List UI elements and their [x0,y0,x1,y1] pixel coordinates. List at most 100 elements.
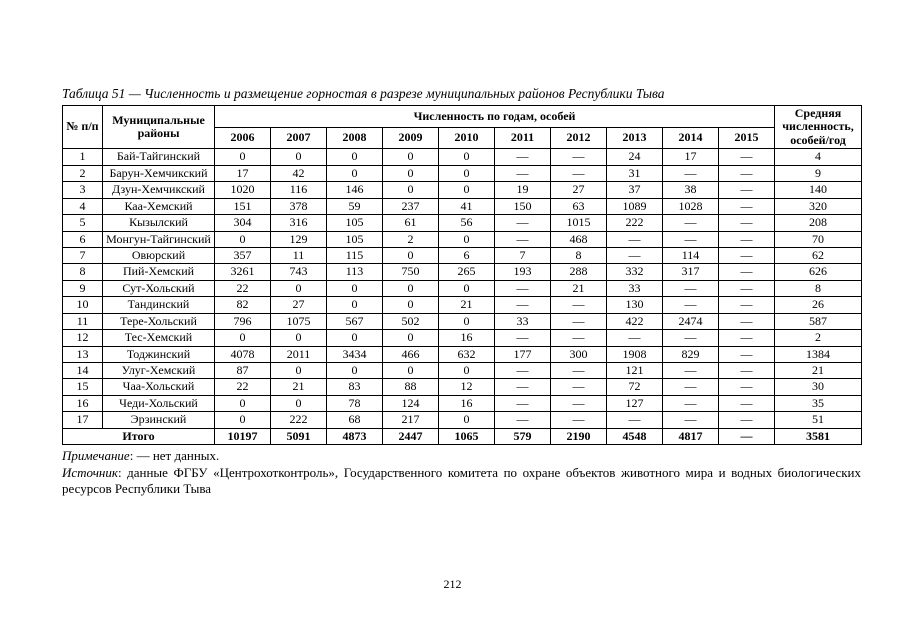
cell-year-value: 113 [326,263,383,281]
cell-row-number: 4 [62,197,103,216]
cell-total-year-value: — [718,427,775,446]
cell-average-value: 208 [774,214,862,232]
cell-year-value: — [718,214,775,232]
cell-year-value: 222 [270,411,327,429]
cell-row-number: 14 [62,361,103,380]
cell-total-year-value: 1065 [438,427,495,446]
cell-year-value: — [718,394,775,413]
cell-year-value: 19 [494,181,551,199]
col-header-year: 2014 [662,126,719,150]
cell-district-name: Тере-Хольский [102,312,215,331]
cell-year-value: 16 [438,329,495,347]
table-row: 7 Овюрский 357 11 115 0 6 7 8—114—62 [62,246,862,265]
cell-district-name: Улуг-Хемский [102,361,215,380]
cell-year-value: 466 [382,345,439,364]
cell-average-value: 26 [774,296,862,314]
document-content: Таблица 51 — Численность и размещение го… [62,86,862,498]
cell-year-value: 27 [550,181,607,199]
cell-year-value: 0 [382,279,439,298]
cell-year-value: 4078 [214,345,271,364]
cell-year-value: — [494,164,551,183]
cell-year-value: — [718,296,775,314]
table-row: 15 Чаа-Хольский 22 21 83 88 12— —72— —30 [62,378,862,396]
table-row: 2 Барун-Хемчикский 17 42 0 0 0— —31— —9 [62,164,862,183]
cell-year-value: 1075 [270,312,327,331]
cell-year-value: 1028 [662,197,719,216]
cell-year-value: 72 [606,378,663,396]
cell-year-value: 743 [270,263,327,281]
header-row-groups: № п/п Муниципальные районы Численность п… [62,104,862,150]
cell-year-value: 750 [382,263,439,281]
col-header-year: 2010 [438,126,495,150]
cell-year-value: 21 [438,296,495,314]
cell-year-value: 0 [326,296,383,314]
cell-year-value: 33 [494,312,551,331]
cell-year-value: — [718,148,775,166]
table-row: 17 Эрзинский 0 222 68 217 0— — — — —51 [62,411,862,429]
cell-year-value: 357 [214,246,271,265]
cell-total-year-value: 10197 [214,427,271,446]
cell-year-value: 332 [606,263,663,281]
cell-year-value: 129 [270,230,327,248]
cell-year-value: 0 [382,181,439,199]
cell-year-value: 7 [494,246,551,265]
cell-year-value: — [662,279,719,298]
population-table: № п/п Муниципальные районы Численность п… [62,104,862,446]
cell-year-value: 124 [382,394,439,413]
cell-district-name: Чеди-Хольский [102,394,215,413]
cell-average-value: 2 [774,329,862,347]
cell-year-value: 217 [382,411,439,429]
cell-year-value: 68 [326,411,383,429]
cell-year-value: 0 [270,329,327,347]
cell-year-value: 105 [326,230,383,248]
cell-row-number: 13 [62,345,103,364]
note-label: Примечание [62,448,130,464]
cell-total-year-value: 579 [494,427,551,446]
cell-year-value: — [662,296,719,314]
cell-year-value: — [718,263,775,281]
cell-total-year-value: 2447 [382,427,439,446]
col-header-year: 2008 [326,126,383,150]
cell-average-value: 70 [774,230,862,248]
cell-year-value: 31 [606,164,663,183]
cell-year-value: 0 [382,296,439,314]
table-row: 14 Улуг-Хемский 87 0 0 0 0— —121— —21 [62,361,862,380]
table-row: 8 Пий-Хемский 3261 743 113 750 265 193 288 332 317… [62,263,862,281]
col-header-year: 2012 [550,126,607,150]
cell-year-value: 37 [606,181,663,199]
cell-year-value: 146 [326,181,383,199]
cell-year-value: — [718,197,775,216]
cell-year-value: — [550,312,607,331]
cell-year-value: 1089 [606,197,663,216]
cell-district-name: Тес-Хемский [102,329,215,347]
cell-district-name: Тандинский [102,296,215,314]
table-title: Таблица 51 — Численность и размещение го… [62,86,665,101]
source-text: : данные ФГБУ «Центрохотконтроль», Госуд… [62,464,861,497]
cell-year-value: 114 [662,246,719,265]
cell-year-value: — [494,361,551,380]
cell-year-value: 316 [270,214,327,232]
cell-total-label: Итого [62,427,215,446]
cell-total-year-value: 4548 [606,427,663,446]
cell-year-value: 567 [326,312,383,331]
cell-year-value: 829 [662,345,719,364]
cell-year-value: 0 [214,394,271,413]
cell-year-value: 11 [270,246,327,265]
cell-year-value: 27 [270,296,327,314]
cell-year-value: — [494,279,551,298]
cell-average-value: 140 [774,181,862,199]
cell-year-value: 193 [494,263,551,281]
cell-row-number: 6 [62,230,103,248]
cell-year-value: 378 [270,197,327,216]
cell-year-value: 3434 [326,345,383,364]
cell-row-number: 11 [62,312,103,331]
cell-year-value: 304 [214,214,271,232]
cell-year-value: 115 [326,246,383,265]
cell-year-value: 0 [382,329,439,347]
cell-average-value: 8 [774,279,862,298]
cell-year-value: 59 [326,197,383,216]
cell-year-value: 33 [606,279,663,298]
col-header-year: 2006 [214,126,271,150]
cell-average-value: 9 [774,164,862,183]
cell-year-value: 0 [382,148,439,166]
